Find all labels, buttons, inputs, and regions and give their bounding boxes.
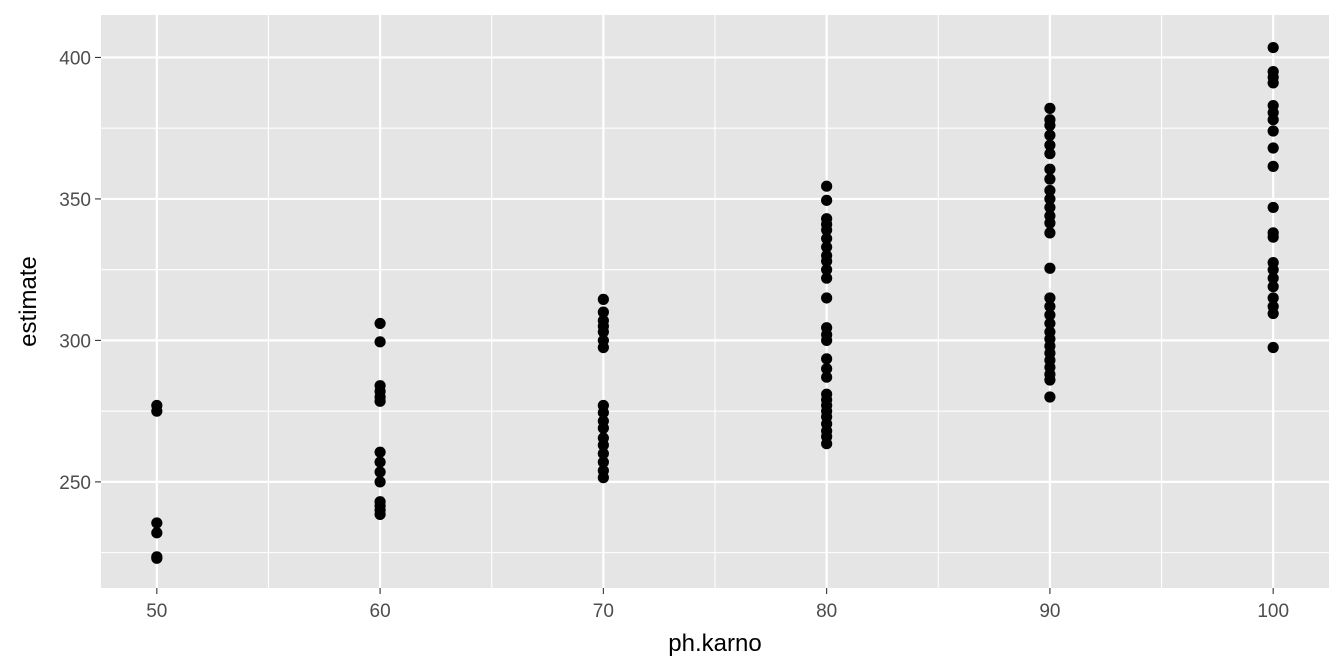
- data-point: [821, 371, 833, 383]
- data-point: [1044, 193, 1056, 205]
- data-point: [1044, 173, 1056, 185]
- data-point: [374, 336, 386, 348]
- data-point: [1044, 374, 1056, 386]
- data-point: [1044, 391, 1056, 403]
- minor-gridlines: [101, 15, 1329, 588]
- data-point: [821, 353, 833, 365]
- data-point: [597, 422, 609, 434]
- data-point: [597, 472, 609, 484]
- data-point: [821, 224, 833, 236]
- x-tick-label: 100: [1257, 601, 1289, 622]
- data-point: [1267, 114, 1279, 126]
- data-point: [1267, 160, 1279, 172]
- data-point: [821, 180, 833, 192]
- data-point: [151, 517, 163, 529]
- data-point: [821, 334, 833, 347]
- data-point: [1267, 341, 1279, 354]
- data-point: [1044, 292, 1056, 304]
- y-axis-title: estimate: [15, 256, 42, 347]
- x-tick-label: 60: [370, 601, 391, 622]
- data-point: [821, 272, 833, 284]
- data-point: [1044, 119, 1056, 131]
- data-point: [1267, 231, 1279, 243]
- x-axis-title: ph.karno: [668, 630, 761, 657]
- data-point: [597, 341, 609, 354]
- data-point: [1267, 307, 1279, 320]
- data-point: [1267, 125, 1279, 137]
- data-point: [1044, 102, 1056, 114]
- data-point: [1044, 317, 1056, 330]
- data-point: [151, 552, 163, 564]
- data-point: [1044, 217, 1056, 229]
- data-point: [1044, 309, 1056, 321]
- data-point: [374, 456, 386, 468]
- data-point: [597, 293, 609, 305]
- data-point: [1044, 148, 1056, 160]
- x-tick-label: 50: [146, 601, 167, 622]
- data-point: [1267, 264, 1279, 276]
- y-axis: 250 300 350 400: [59, 48, 101, 494]
- data-point: [374, 476, 386, 488]
- y-tick-label: 250: [59, 473, 91, 494]
- data-point: [1267, 201, 1279, 214]
- data-point: [821, 264, 833, 276]
- data-point: [151, 527, 163, 539]
- x-tick-label: 90: [1039, 601, 1060, 622]
- data-point: [1044, 262, 1056, 274]
- data-point: [597, 447, 609, 460]
- data-point: [1044, 129, 1056, 141]
- data-point: [821, 241, 833, 253]
- data-point: [1044, 227, 1056, 239]
- data-point: [821, 232, 833, 245]
- data-points: [151, 41, 1279, 564]
- data-point: [1267, 272, 1279, 284]
- data-point: [597, 306, 609, 318]
- data-point: [821, 255, 833, 267]
- data-point: [821, 194, 833, 206]
- x-axis: 50 60 70 80 90 100: [146, 588, 1289, 622]
- data-point: [597, 439, 609, 451]
- y-tick-label: 400: [59, 48, 91, 69]
- data-point: [1267, 292, 1279, 304]
- data-point: [1267, 281, 1279, 293]
- x-tick-label: 70: [593, 601, 614, 622]
- data-point: [1044, 300, 1056, 313]
- data-point: [151, 405, 163, 417]
- y-tick-label: 300: [59, 331, 91, 352]
- data-point: [821, 363, 833, 375]
- data-point: [821, 292, 833, 304]
- x-tick-label: 80: [816, 601, 837, 622]
- data-point: [597, 406, 609, 419]
- data-point: [374, 395, 386, 407]
- data-point: [597, 456, 609, 468]
- y-tick-label: 350: [59, 190, 91, 211]
- data-point: [1044, 163, 1056, 175]
- data-point: [374, 446, 386, 458]
- data-point: [1267, 77, 1279, 89]
- data-point: [374, 508, 386, 521]
- data-point: [1267, 41, 1279, 54]
- data-point: [821, 438, 833, 450]
- data-point: [1044, 184, 1056, 197]
- data-point: [1044, 139, 1056, 151]
- data-point: [374, 466, 386, 478]
- data-point: [374, 317, 386, 330]
- data-point: [1044, 201, 1056, 214]
- data-point: [1267, 142, 1279, 154]
- data-point: [597, 326, 609, 338]
